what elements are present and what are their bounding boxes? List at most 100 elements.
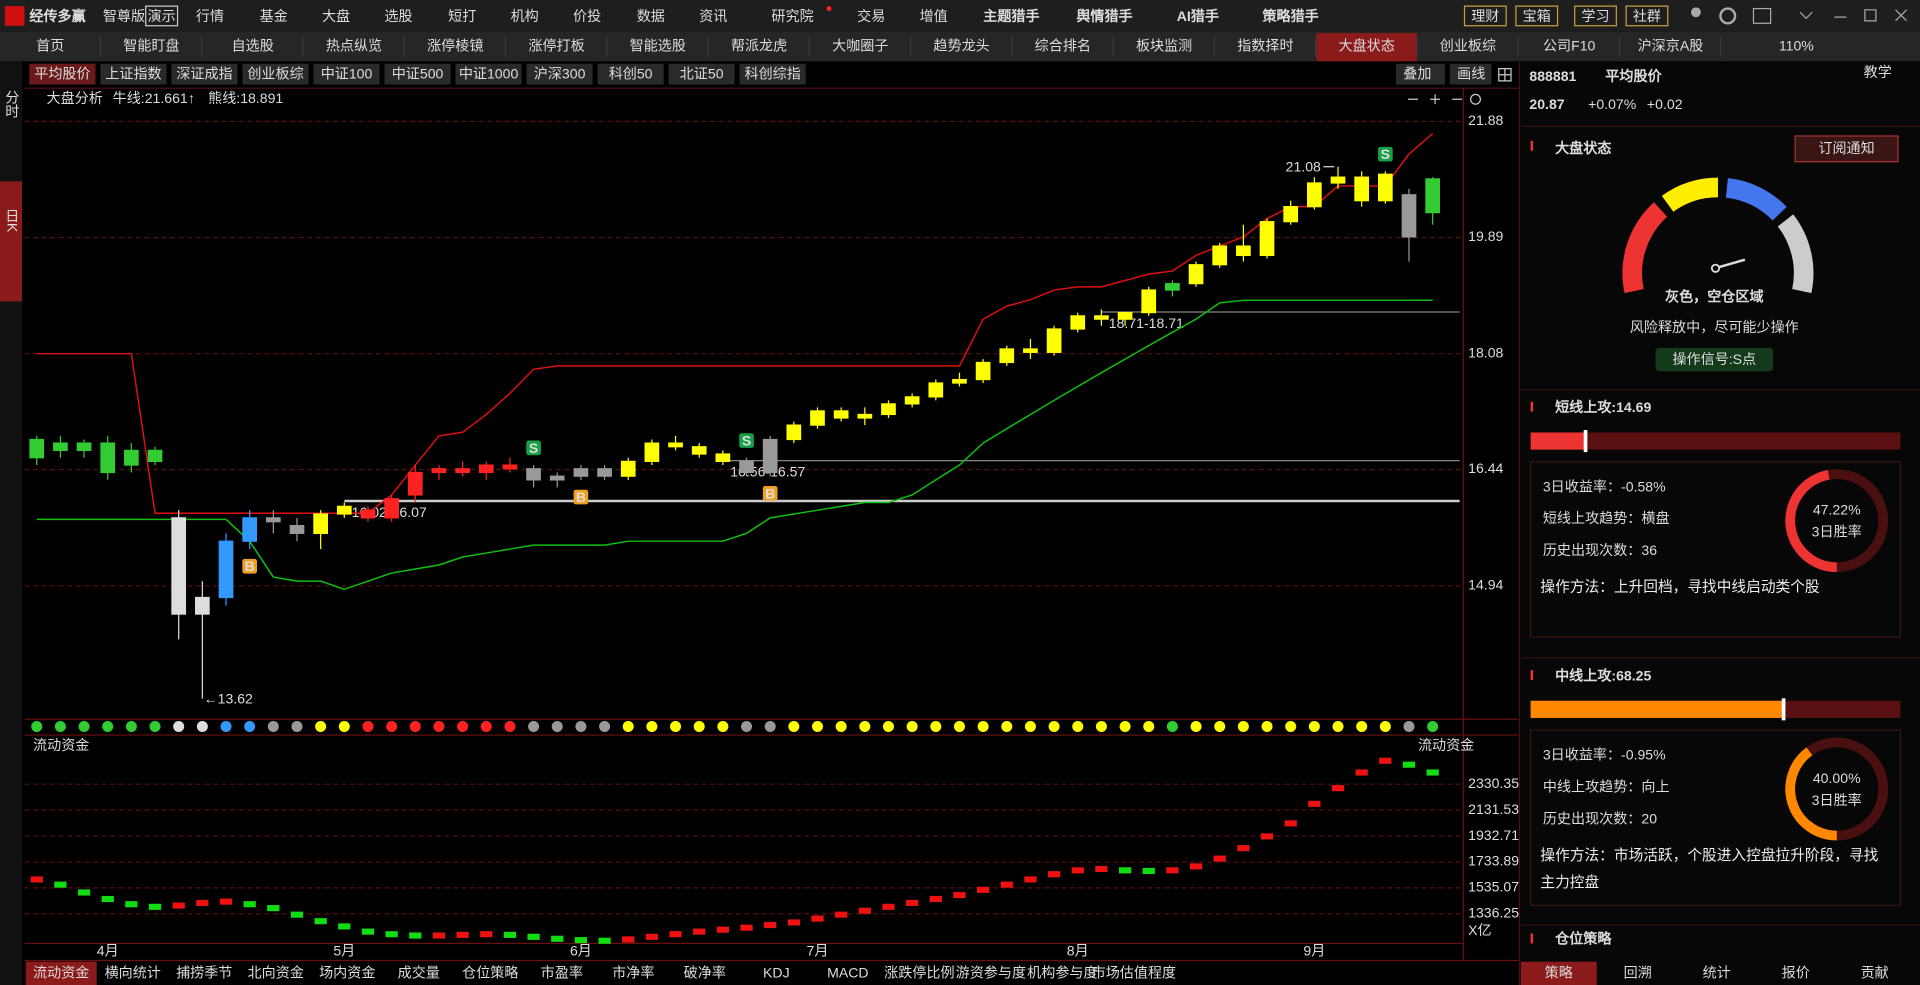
side-tab[interactable]: 分时 [4,90,20,118]
index-button[interactable] [384,63,451,85]
index-button-label[interactable]: 中证1000 [459,65,519,81]
right-tab[interactable]: 贡献 [1861,965,1889,981]
tool-label[interactable]: 叠加 [1403,65,1431,81]
bottom-tab[interactable]: 市盈率 [541,965,583,981]
bottom-tab[interactable]: KDJ [763,965,790,981]
index-button[interactable] [668,63,735,85]
index-button-label[interactable]: 平均股价 [34,65,90,81]
tab[interactable]: 大咖圈子 [832,37,888,53]
layout-icon[interactable] [1498,67,1512,82]
bottom-tab[interactable]: 游资参与度 [956,965,1026,981]
bottom-tab[interactable]: 机构参与度 [1027,965,1097,981]
tab[interactable]: 指数择时 [1237,37,1293,53]
index-button[interactable] [171,63,238,85]
index-button-label[interactable]: 中证500 [392,65,444,81]
right-tab[interactable]: 报价 [1782,965,1810,981]
window-icon[interactable] [1752,7,1772,24]
menu-button-label[interactable]: 社群 [1633,8,1661,24]
menu-item[interactable]: 舆情猎手 [1076,8,1132,24]
index-button[interactable] [526,63,593,85]
user-icon[interactable] [1691,7,1701,18]
index-button-label[interactable]: 沪深300 [534,65,586,81]
tool-button[interactable] [1449,63,1492,85]
tab[interactable]: 大盘状态 [1338,37,1394,53]
menu-button-label[interactable]: 理财 [1471,8,1499,24]
tab[interactable]: 公司F10 [1543,37,1596,53]
menu-item[interactable]: 价投 [573,8,601,24]
menu-item[interactable]: 行情 [196,8,224,24]
right-tab[interactable]: 回溯 [1624,965,1652,981]
tab[interactable]: 涨停棱镜 [427,37,483,53]
index-button[interactable] [29,63,96,85]
bottom-tab[interactable]: 涨跌停比例 [884,965,954,981]
tab[interactable]: 智能选股 [630,37,686,53]
tab[interactable]: 帮派龙虎 [731,37,787,53]
bottom-tab[interactable]: 成交量 [398,965,440,981]
index-button[interactable] [739,63,806,85]
index-button-label[interactable]: 上证指数 [105,65,161,81]
index-button-label[interactable]: 科创50 [609,65,653,81]
tool-label[interactable]: 画线 [1457,65,1485,81]
tab[interactable]: 热点纵览 [326,37,382,53]
menu-button-label[interactable]: 学习 [1581,8,1609,24]
teach-link[interactable]: 教学 [1864,64,1892,80]
bottom-tab[interactable]: 横向统计 [105,965,161,981]
tab[interactable]: 沪深京A股 [1638,37,1704,53]
bottom-tab[interactable]: 仓位策略 [462,965,518,981]
bottom-tab[interactable]: 市场估值程度 [1092,965,1176,981]
menu-item[interactable]: 策略猎手 [1261,8,1318,24]
right-tab[interactable]: 统计 [1703,965,1731,981]
bottom-tab[interactable]: 场内资金 [319,965,375,981]
index-button[interactable] [597,63,664,85]
tab[interactable]: 涨停打板 [528,37,584,53]
index-button-label[interactable]: 北证50 [680,65,724,81]
window-controls[interactable] [1799,9,1907,22]
tab[interactable]: 板块监测 [1136,37,1192,53]
side-tab[interactable]: 日K [4,209,20,233]
index-button[interactable] [100,63,167,85]
bottom-tab[interactable]: 北向资金 [248,965,304,981]
tool-button[interactable] [1395,63,1445,85]
menu-item[interactable]: 短打 [448,8,476,24]
tab[interactable]: 智能盯盘 [123,37,179,53]
menu-button[interactable] [1574,5,1617,27]
index-button[interactable] [455,63,522,85]
index-button[interactable] [313,63,380,85]
settings-icon[interactable] [1719,7,1737,25]
tab[interactable]: 自选股 [232,37,274,53]
menu-button-label[interactable]: 宝箱 [1523,8,1551,24]
subscribe-button[interactable] [1794,135,1899,163]
chart-tools[interactable] [1408,93,1482,105]
menu-button[interactable] [1463,5,1507,27]
index-button[interactable] [242,63,309,85]
demo-label[interactable]: 演示 [148,8,176,24]
index-button-label[interactable]: 科创综指 [744,65,800,81]
right-tab[interactable]: 策略 [1545,965,1573,981]
menu-button[interactable] [1515,5,1559,27]
menu-item[interactable]: 数据 [637,8,665,24]
menu-item[interactable]: 交易 [857,8,885,24]
index-button-label[interactable]: 中证100 [321,65,373,81]
bottom-tab[interactable]: 市净率 [612,965,654,981]
tab[interactable]: 创业板综 [1440,37,1496,53]
menu-item[interactable]: 增值 [920,8,948,24]
tab[interactable]: 首页 [36,37,64,53]
bottom-tab[interactable]: 流动资金 [33,965,89,981]
index-button-label[interactable]: 创业板综 [247,65,303,81]
menu-item[interactable]: 大盘 [322,8,350,24]
menu-button[interactable] [1625,5,1669,27]
index-button-label[interactable]: 深证成指 [176,65,232,81]
menu-item[interactable]: 选股 [384,8,412,24]
subscribe-label[interactable]: 订阅通知 [1818,140,1874,156]
tab[interactable]: 趋势龙头 [933,37,989,53]
tab[interactable]: 综合排名 [1035,37,1091,53]
menu-item[interactable]: 基金 [260,8,288,24]
bottom-tab[interactable]: 捕捞季节 [176,965,232,981]
menu-item[interactable]: 机构 [511,8,539,24]
menu-item[interactable]: 研究院 [771,8,813,24]
bottom-tab[interactable]: MACD [827,965,868,981]
menu-item[interactable]: 主题猎手 [983,8,1039,24]
menu-item[interactable]: 资讯 [699,8,727,24]
bottom-tab[interactable]: 破净率 [684,965,726,981]
menu-item[interactable]: AI猎手 [1177,8,1219,24]
